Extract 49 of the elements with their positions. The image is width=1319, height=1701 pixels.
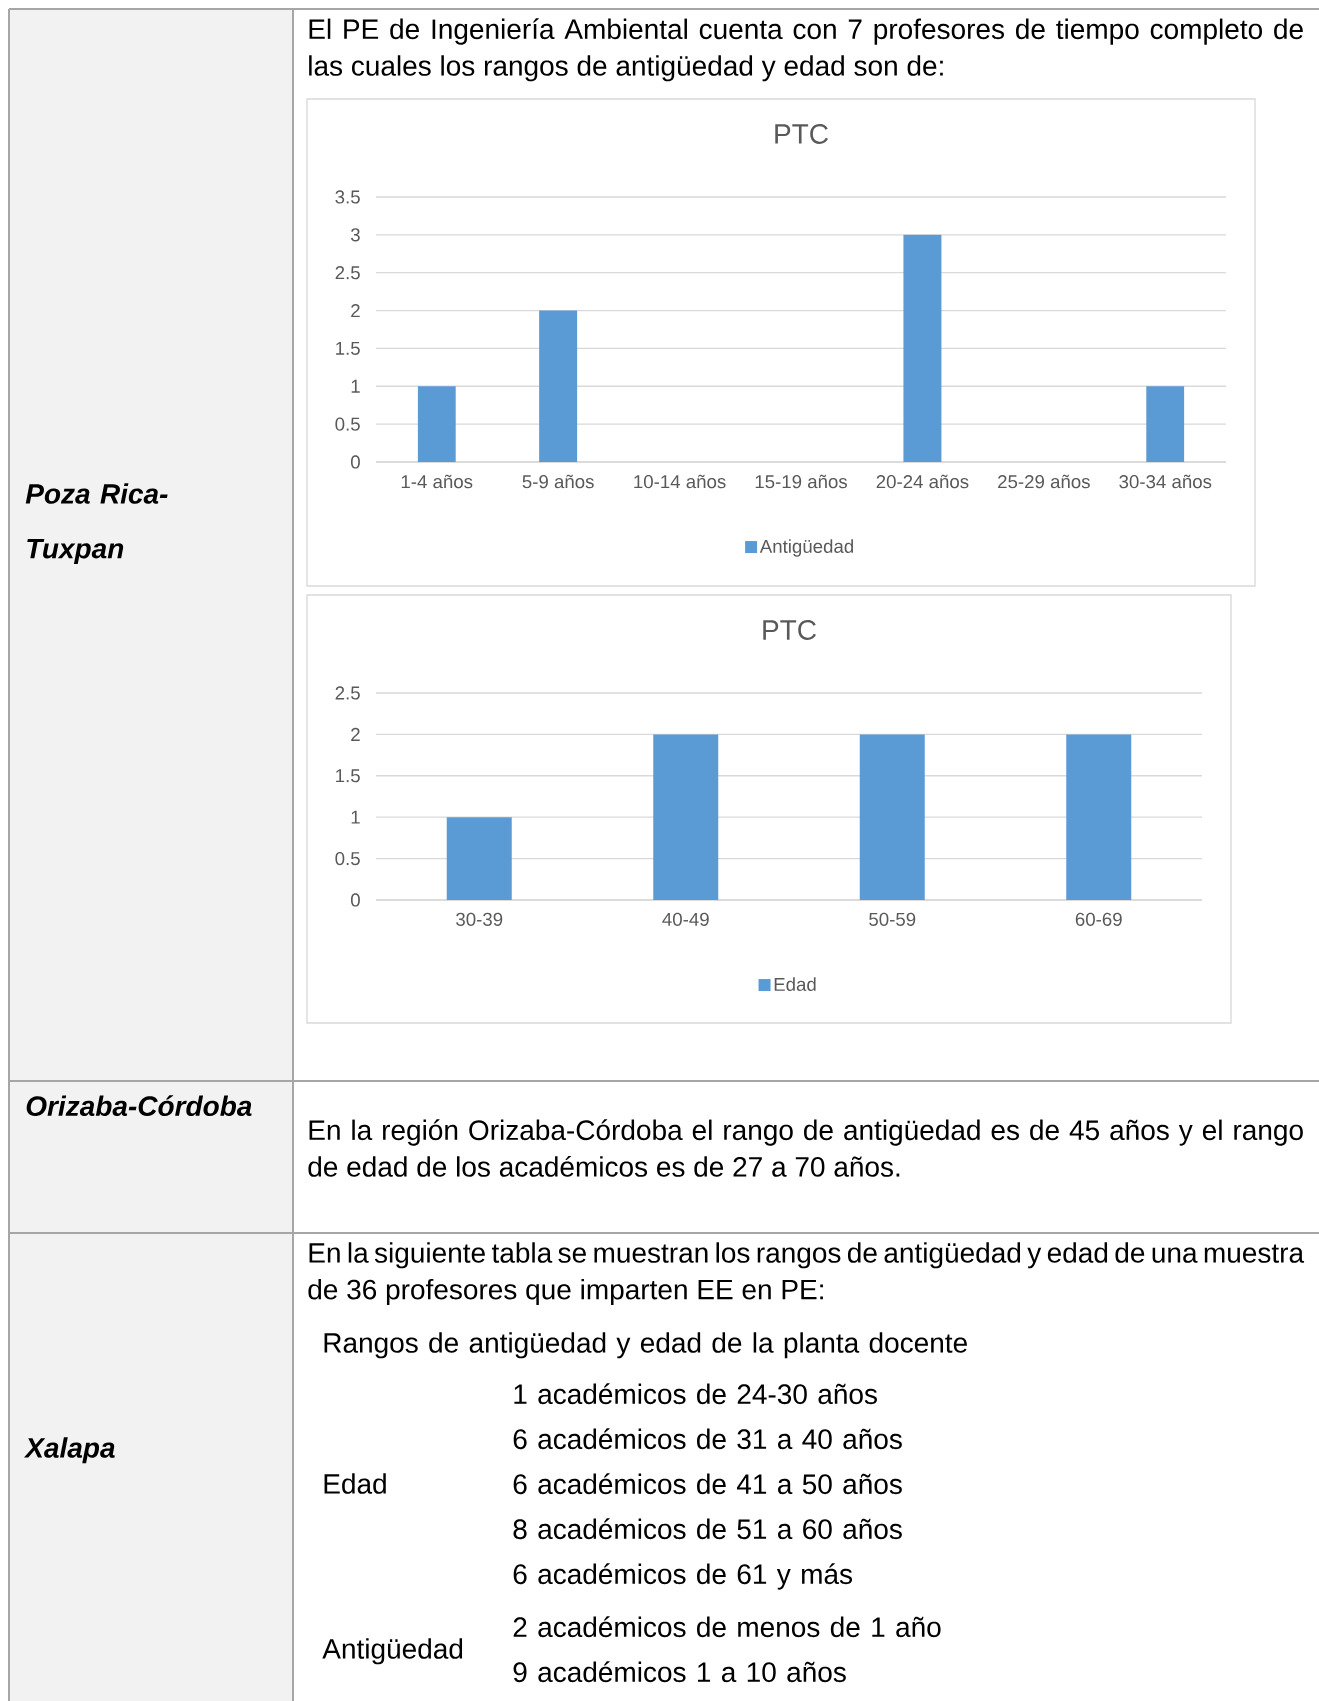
text: 6 académicos de 41 a 50 años <box>513 1473 902 1495</box>
legend-label: Antigüedad <box>759 539 854 557</box>
text: Rangos de antigüedad y edad de la planta docente <box>324 1332 967 1359</box>
bar <box>1146 386 1185 462</box>
text: 6 académicos de 61 y más <box>513 1563 853 1590</box>
text: En la región Orizaba-Córdoba el rango de antigüedad es de 45 años y el rango de edad de los académicos es de 27 a 70 años. <box>308 1119 1303 1177</box>
text: El PE de Ingeniería Ambiental cuenta con 7 profesores de tiempo completo de las cuales los rangos de antigüedad y edad son de: <box>309 18 1303 82</box>
x-tick-label: 5-9 años <box>522 474 594 489</box>
chart-title: PTC <box>763 620 816 640</box>
bar <box>417 386 456 462</box>
x-tick-label: 50-59 <box>869 912 916 926</box>
y-tick-label: 2.5 <box>335 686 360 700</box>
y-tick-label: 2 <box>351 727 360 741</box>
text: 2 académicos de menos de 1 año <box>513 1616 941 1638</box>
text: 9 académicos 1 a 10 años <box>513 1661 846 1683</box>
y-tick-label: 0 <box>350 455 360 469</box>
text: Xalapa <box>23 1437 115 1464</box>
legend-label: Edad <box>774 977 816 992</box>
y-tick-label: 3.5 <box>335 190 360 204</box>
text: Edad <box>324 1473 386 1494</box>
y-tick-label: 1 <box>351 379 360 393</box>
x-tick-label: 15-19 años <box>755 474 847 489</box>
bar <box>539 310 578 462</box>
y-tick-label: 0.5 <box>335 851 360 866</box>
text: Orizaba-Córdoba <box>26 1095 252 1117</box>
bar <box>903 234 942 462</box>
y-tick-label: 1 <box>351 810 360 824</box>
y-tick-label: 2.5 <box>335 266 360 280</box>
y-tick-label: 2 <box>351 304 360 318</box>
x-tick-label: 30-34 años <box>1119 474 1212 489</box>
x-tick-label: 60-69 <box>1075 912 1122 926</box>
x-tick-label: 30-39 <box>456 912 503 926</box>
y-tick-label: 1.5 <box>336 341 360 355</box>
chart-title: PTC <box>775 124 828 144</box>
y-tick-label: 1.5 <box>336 769 360 783</box>
x-tick-label: 1-4 años <box>401 474 473 489</box>
text: En la siguiente tabla se muestran los rangos de antigüedad y edad de una muestra de 36 profesores que imparten EE en PE: <box>308 1242 1305 1306</box>
text: Poza Rica-Tuxpan <box>25 483 168 565</box>
text: Antigüedad <box>322 1638 463 1665</box>
y-tick-label: 0.5 <box>335 417 360 431</box>
text: 6 académicos de 31 a 40 años <box>513 1428 902 1450</box>
x-tick-label: 25-29 años <box>998 474 1090 489</box>
text: 1 académicos de 24-30 años <box>514 1383 877 1405</box>
x-tick-label: 20-24 años <box>876 474 969 489</box>
y-tick-label: 3 <box>350 228 360 242</box>
text: 8 académicos de 51 a 60 años <box>513 1518 902 1540</box>
x-tick-label: 10-14 años <box>634 474 726 489</box>
y-tick-label: 0 <box>350 893 360 907</box>
x-tick-label: 40-49 <box>662 912 709 926</box>
